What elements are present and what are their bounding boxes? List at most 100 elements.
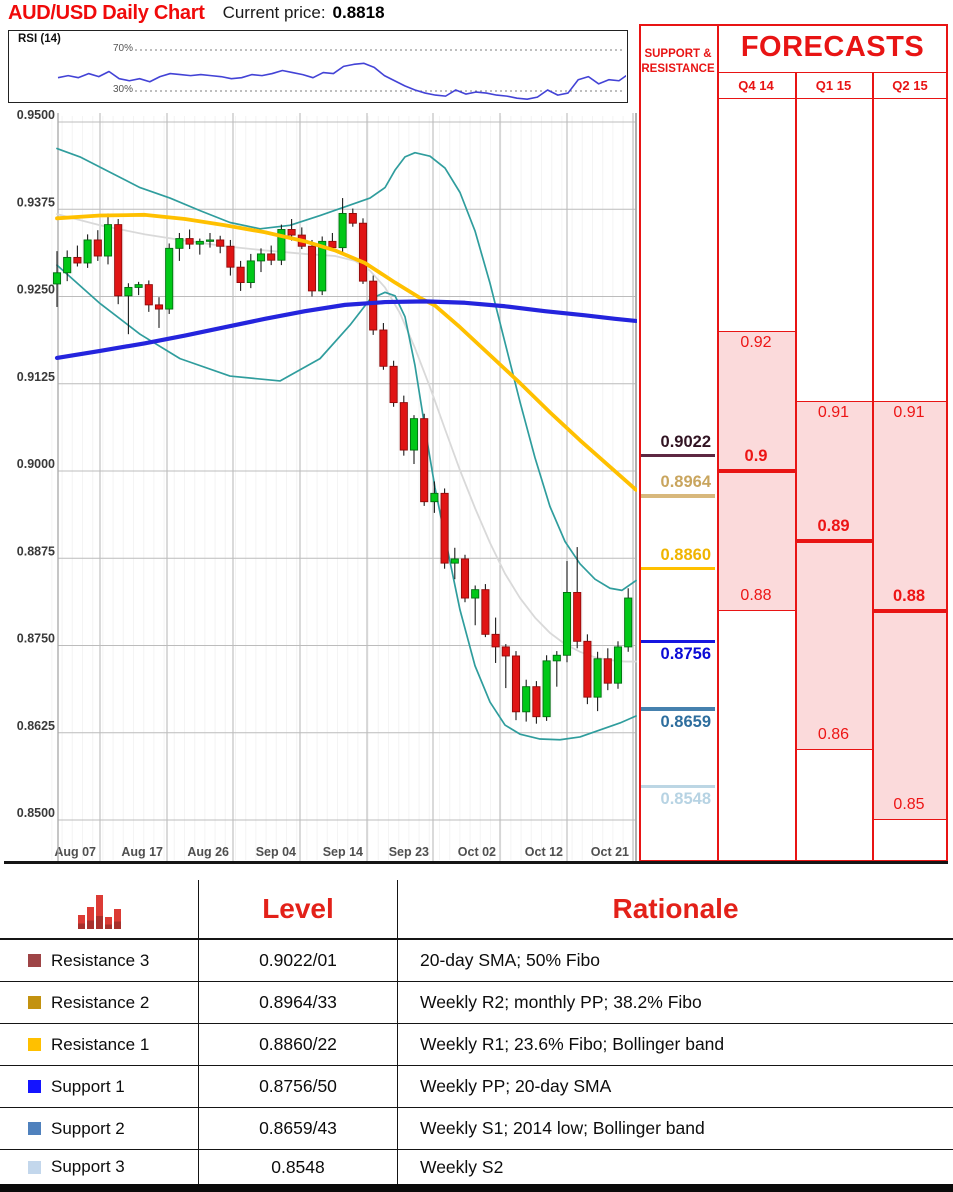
level-swatch [28,1160,41,1174]
page-title: AUD/USD Daily Chart [8,1,205,24]
forecast-low-Q2-15: 0.85 [893,796,925,813]
level-rationale: Weekly PP; 20-day SMA [397,1066,953,1107]
rsi-label: RSI (14) [18,33,61,45]
level-value: 0.8964/33 [198,982,397,1023]
chart-header: AUD/USD Daily Chart Current price: 0.881… [8,0,385,26]
forecast-mid-Q1-15: 0.89 [817,516,850,535]
rsi-70-label: 70% [112,43,133,54]
table-border-left [639,24,641,862]
level-rationale: Weekly S2 [397,1150,953,1184]
svg-text:0.9375: 0.9375 [17,195,55,209]
table-row-resistance-1: Resistance 1 0.8860/22 Weekly R1; 23.6% Fi… [0,1024,953,1066]
sr-level-value-0.9022: 0.9022 [660,432,711,451]
forecast-divider-1 [795,71,797,862]
sr-level-value-0.8659: 0.8659 [660,713,711,732]
sr-level-value-0.8548: 0.8548 [660,790,711,809]
sr-level-line-0.8756 [641,639,715,643]
svg-text:0.8625: 0.8625 [17,719,55,733]
levels-table: Level Rationale Resistance 3 0.9022/01 20-… [0,880,953,1184]
svg-text:Oct 02: Oct 02 [458,845,496,859]
forecast-high-Q1-15: 0.91 [817,404,850,422]
forecast-mid-Q4-14: 0.9 [744,447,768,465]
forecast-col-q2-15: Q2 15 [892,78,928,93]
overlay-sma-slow-yellow [55,212,637,492]
level-value: 0.8756/50 [198,1066,397,1107]
forecast-mid-line-Q2-15 [873,608,946,613]
forecast-low-Q4-14: 0.88 [740,586,772,604]
table-border-right [946,24,948,862]
sr-column-title: SUPPORT & RESISTANCE [639,47,717,77]
forecast-high-Q2-15: 0.91 [893,404,925,422]
level-rationale: 20-day SMA; 50% Fibo [397,940,953,981]
forecast-mid-line-Q4-14 [718,469,795,473]
candlestick-chart: 0.9500 0.9375 0.9250 0.9125 0.9000 0.8875 0.87… [17,108,637,861]
sr-level-line-0.8548 [641,784,715,789]
forecast-col-q4-14: Q4 14 [738,78,774,93]
table-row-resistance-2: Resistance 2 0.8964/33 Weekly R2; monthly … [0,982,953,1024]
sr-level-value-0.8964: 0.8964 [660,473,711,492]
sr-title-line2: RESISTANCE [641,63,715,75]
overlay-sma-long-blue [54,299,637,361]
level-value: 0.8548 [198,1150,397,1184]
svg-text:0.8750: 0.8750 [17,632,55,646]
level-swatch [28,1080,41,1093]
forecast-mid-line-Q1-15 [796,538,872,543]
svg-text:Aug 26: Aug 26 [187,845,229,859]
svg-text:Sep 14: Sep 14 [323,845,363,859]
sr-level-line-0.8860 [641,567,715,571]
svg-text:0.9250: 0.9250 [17,283,55,297]
level-name: Support 2 [51,1118,125,1138]
sr-title-line1: SUPPORT & [644,48,712,60]
chart-bottom-rule [4,861,948,864]
forecast-low-Q1-15: 0.86 [817,726,850,744]
level-swatch [28,1122,41,1135]
sr-level-line-0.8659 [641,707,715,711]
forecasts-title: FORECASTS [740,31,925,63]
svg-text:Oct 21: Oct 21 [591,845,629,859]
overlay-bollinger-upper [56,147,637,592]
level-rationale: Weekly R1; 23.6% Fibo; Bollinger band [397,1024,953,1065]
level-swatch [28,996,41,1009]
forecast-divider-2 [872,71,874,862]
svg-text:0.9500: 0.9500 [17,108,55,122]
level-value: 0.8659/43 [198,1108,397,1149]
table-row-support-2: Support 2 0.8659/43 Weekly S1; 2014 low; B… [0,1108,953,1150]
level-swatch [28,1038,41,1051]
level-value: 0.8860/22 [198,1024,397,1065]
level-rationale: Weekly R2; monthly PP; 38.2% Fibo [397,982,953,1023]
current-price-label: Current price: [222,3,326,22]
level-name: Support 3 [51,1157,125,1176]
forecast-subheader-underline [717,97,948,99]
table-row-support-3: Support 3 0.8548 Weekly S2 [0,1150,953,1184]
level-name: Resistance 3 [51,950,150,970]
sr-column-divider [717,24,719,862]
forecast-col-q1-15: Q1 15 [815,78,852,93]
support-resistance-forecast-table: SUPPORT & RESISTANCE FORECASTS Q4 14 Q1 … [639,24,948,862]
forecast-mid-Q2-15: 0.88 [892,586,926,605]
svg-text:Sep 23: Sep 23 [389,845,429,859]
forecast-range-Q1-15 [796,401,872,751]
svg-text:Aug 17: Aug 17 [121,845,163,859]
level-name: Resistance 1 [51,1034,150,1054]
svg-text:0.8500: 0.8500 [17,806,55,820]
svg-text:0.9000: 0.9000 [17,457,55,471]
overlay-sma-20 [56,213,637,663]
level-column-header: Level [198,880,397,938]
chart-layers: 0.9500 0.9375 0.9250 0.9125 0.9000 0.8875 0.87… [17,108,637,861]
sr-level-line-0.9022 [641,453,715,458]
current-price-value: 0.8818 [332,3,385,22]
bar-chart-icon [77,889,121,929]
svg-text:Aug 07: Aug 07 [54,845,96,859]
rsi-30-label: 30% [112,84,133,95]
rsi-line [57,62,630,100]
rsi-plot [57,49,630,100]
sr-level-value-0.8756: 0.8756 [660,645,711,664]
rsi-panel: RSI (14) 70% 30% [8,30,630,103]
svg-text:0.9125: 0.9125 [17,370,55,384]
svg-text:Sep 04: Sep 04 [256,845,296,859]
forecast-header-underline [717,71,948,73]
table-row-resistance-3: Resistance 3 0.9022/01 20-day SMA; 50% Fib… [0,940,953,982]
levels-table-header: Level Rationale [0,880,953,940]
level-name: Resistance 2 [51,992,150,1012]
